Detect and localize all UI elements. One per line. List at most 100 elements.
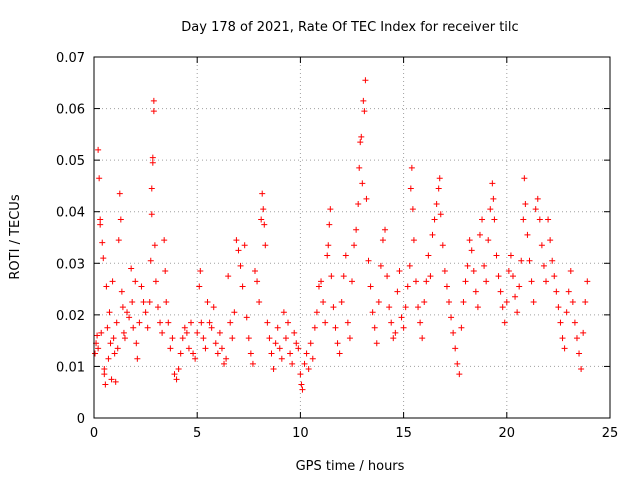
data-point xyxy=(322,319,329,326)
data-point xyxy=(576,350,583,357)
data-point xyxy=(146,298,153,305)
data-point xyxy=(110,335,117,342)
data-point xyxy=(223,355,230,362)
data-point xyxy=(130,324,137,331)
data-point xyxy=(547,237,554,244)
data-points xyxy=(92,77,591,393)
data-point xyxy=(239,283,246,290)
data-point xyxy=(243,314,250,321)
y-axis: 0 0.01 0.02 0.03 0.04 0.05 0.06 0.07 xyxy=(56,51,610,427)
data-point xyxy=(460,298,467,305)
data-point xyxy=(311,324,318,331)
data-point xyxy=(362,77,369,84)
data-point xyxy=(423,278,430,285)
data-point xyxy=(134,355,141,362)
data-point xyxy=(427,273,434,280)
data-point xyxy=(363,195,370,202)
data-point xyxy=(551,273,558,280)
data-point xyxy=(142,309,149,316)
data-point xyxy=(540,262,547,269)
data-point xyxy=(412,278,419,285)
data-point xyxy=(493,252,500,259)
data-point xyxy=(266,335,273,342)
data-point xyxy=(188,319,195,326)
data-point xyxy=(231,309,238,316)
data-point xyxy=(466,237,473,244)
data-point xyxy=(148,185,155,192)
data-point xyxy=(464,262,471,269)
data-point xyxy=(509,273,516,280)
data-point xyxy=(120,329,127,336)
data-point xyxy=(470,268,477,275)
data-point xyxy=(357,139,364,146)
data-point xyxy=(149,159,156,166)
data-point xyxy=(138,283,145,290)
data-point xyxy=(132,278,139,285)
data-point xyxy=(315,283,322,290)
data-point xyxy=(167,345,174,352)
data-point xyxy=(408,164,415,171)
y-tick-label: 0.05 xyxy=(56,154,85,169)
data-point xyxy=(386,304,393,311)
data-point xyxy=(108,376,115,383)
gridlines xyxy=(94,57,610,418)
x-axis-label: GPS time / hours xyxy=(296,459,405,474)
data-point xyxy=(458,324,465,331)
data-point xyxy=(218,345,225,352)
data-point xyxy=(481,262,488,269)
data-point xyxy=(406,262,413,269)
data-point xyxy=(328,273,335,280)
data-point xyxy=(402,304,409,311)
data-point xyxy=(446,298,453,305)
data-point xyxy=(349,278,355,285)
data-point xyxy=(356,164,363,171)
data-point xyxy=(353,226,360,233)
data-point xyxy=(452,345,459,352)
data-point xyxy=(398,314,405,321)
data-point xyxy=(582,298,589,305)
data-point xyxy=(573,335,580,342)
data-point xyxy=(97,216,104,223)
data-point xyxy=(479,216,486,223)
data-point xyxy=(126,314,133,321)
data-point xyxy=(175,366,182,373)
data-point xyxy=(268,350,275,357)
data-point xyxy=(437,211,444,218)
data-point xyxy=(415,304,422,311)
data-point xyxy=(367,283,374,290)
data-point xyxy=(360,97,367,104)
data-point xyxy=(261,221,268,228)
data-point xyxy=(159,329,166,336)
data-point xyxy=(454,360,461,367)
data-point xyxy=(282,335,289,342)
data-point xyxy=(128,265,135,272)
data-point xyxy=(107,340,114,347)
data-point xyxy=(351,242,358,249)
data-point xyxy=(163,298,170,305)
data-point xyxy=(359,180,366,187)
data-point xyxy=(121,335,128,342)
data-point xyxy=(270,366,277,373)
data-point xyxy=(559,335,566,342)
data-point xyxy=(212,340,219,347)
data-point xyxy=(346,335,353,342)
data-point xyxy=(291,329,298,336)
y-tick-label: 0.01 xyxy=(56,360,85,375)
data-point xyxy=(276,345,283,352)
data-point xyxy=(196,283,203,290)
data-point xyxy=(144,324,151,331)
data-point xyxy=(177,350,184,357)
data-point xyxy=(117,216,124,223)
data-point xyxy=(192,355,199,362)
data-point xyxy=(373,340,380,347)
data-point xyxy=(336,350,343,357)
data-point xyxy=(202,345,209,352)
data-point xyxy=(197,268,204,275)
data-point xyxy=(521,175,528,182)
data-point xyxy=(536,216,543,223)
data-point xyxy=(557,319,564,326)
data-point xyxy=(456,371,463,378)
x-axis: 0 5 10 15 20 25 xyxy=(90,57,618,441)
data-point xyxy=(225,273,232,280)
plot-frame xyxy=(93,56,611,419)
